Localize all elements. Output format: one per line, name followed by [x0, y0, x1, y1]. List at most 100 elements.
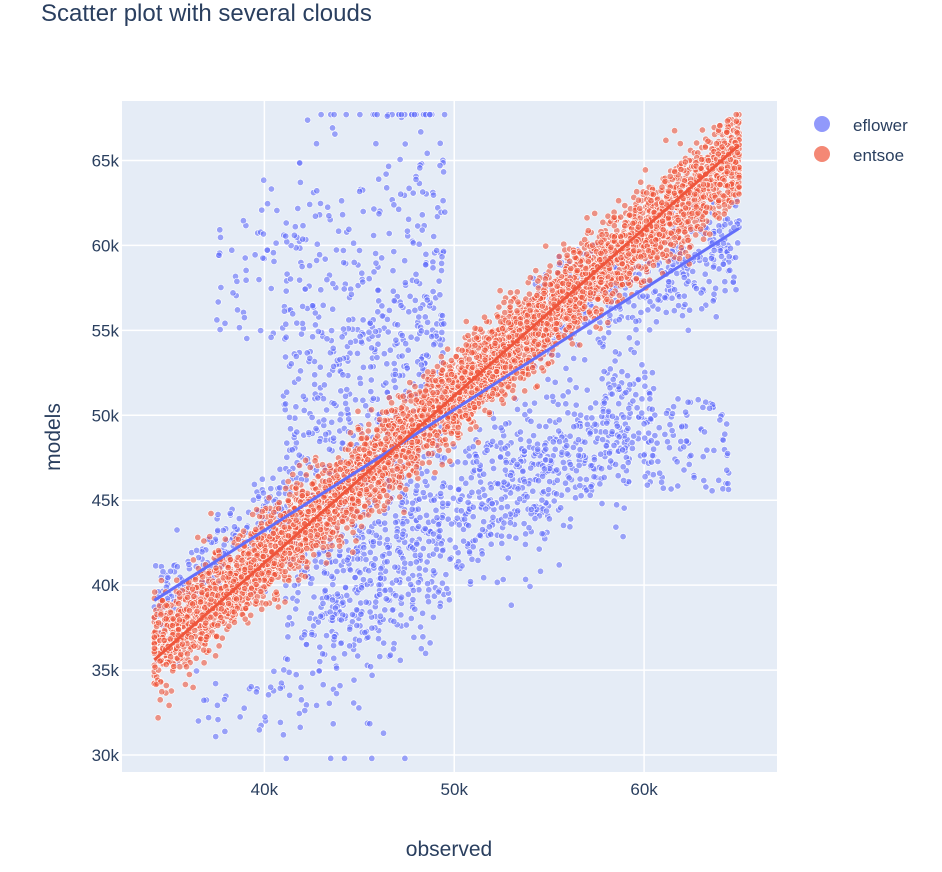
point-entsoe — [365, 420, 373, 428]
point-eflower — [440, 168, 448, 176]
point-eflower — [315, 667, 323, 675]
point-eflower — [375, 518, 383, 526]
point-eflower — [428, 333, 436, 341]
point-eflower — [620, 476, 628, 484]
point-eflower — [670, 307, 678, 315]
point-eflower — [680, 292, 688, 300]
point-eflower — [446, 483, 454, 491]
point-eflower — [500, 478, 508, 486]
point-eflower — [402, 621, 410, 629]
point-eflower — [290, 231, 298, 239]
point-eflower — [587, 462, 595, 470]
point-eflower — [439, 197, 447, 205]
point-eflower — [213, 701, 221, 709]
point-eflower — [632, 391, 640, 399]
point-eflower — [386, 346, 394, 354]
point-eflower — [611, 348, 619, 356]
point-eflower — [564, 409, 572, 417]
point-eflower — [259, 489, 267, 497]
point-eflower — [374, 286, 382, 294]
point-eflower — [630, 348, 638, 356]
point-eflower — [338, 197, 346, 205]
point-eflower — [504, 554, 512, 562]
point-eflower — [555, 438, 563, 446]
point-eflower — [401, 140, 409, 148]
point-eflower — [640, 420, 648, 428]
point-eflower — [706, 404, 714, 412]
point-eflower — [458, 562, 466, 570]
point-eflower — [405, 308, 413, 316]
point-eflower — [316, 200, 324, 208]
point-eflower — [522, 575, 530, 583]
point-eflower — [563, 442, 571, 450]
point-eflower — [365, 528, 373, 536]
point-entsoe — [556, 259, 564, 267]
point-eflower — [255, 276, 263, 284]
point-eflower — [299, 302, 307, 310]
point-eflower — [665, 444, 673, 452]
point-eflower — [205, 714, 213, 722]
point-eflower — [651, 287, 659, 295]
point-eflower — [587, 404, 595, 412]
point-eflower — [665, 278, 673, 286]
point-eflower — [409, 499, 417, 507]
point-eflower — [575, 461, 583, 469]
point-eflower — [300, 631, 308, 639]
point-eflower — [240, 704, 248, 712]
point-entsoe — [496, 287, 504, 295]
point-eflower — [389, 267, 397, 275]
point-entsoe — [352, 537, 360, 545]
point-eflower — [438, 328, 446, 336]
point-eflower — [437, 267, 445, 275]
point-eflower — [409, 586, 417, 594]
point-eflower — [372, 531, 380, 539]
point-eflower — [591, 420, 599, 428]
point-eflower — [343, 405, 351, 413]
point-eflower — [494, 480, 502, 488]
point-eflower — [368, 671, 376, 679]
point-eflower — [341, 392, 349, 400]
point-eflower — [527, 464, 535, 472]
point-eflower — [659, 484, 667, 492]
point-eflower — [446, 536, 454, 544]
point-eflower — [514, 507, 522, 515]
point-eflower — [243, 334, 251, 342]
point-eflower — [624, 372, 632, 380]
point-eflower — [299, 235, 307, 243]
point-eflower — [429, 613, 437, 621]
point-eflower — [339, 325, 347, 333]
point-eflower — [308, 575, 316, 583]
point-eflower — [407, 333, 415, 341]
point-eflower — [709, 263, 717, 271]
point-eflower — [415, 240, 423, 248]
point-eflower — [305, 429, 313, 437]
point-eflower — [538, 530, 546, 538]
point-eflower — [523, 493, 531, 501]
point-eflower — [655, 424, 663, 432]
point-eflower — [529, 487, 537, 495]
point-eflower — [600, 473, 608, 481]
point-eflower — [438, 259, 446, 267]
point-eflower — [501, 512, 509, 520]
point-eflower — [491, 423, 499, 431]
point-eflower — [226, 509, 234, 517]
point-eflower — [368, 624, 376, 632]
point-eflower — [381, 586, 389, 594]
point-eflower — [339, 371, 347, 379]
point-eflower — [284, 621, 292, 629]
point-eflower — [322, 632, 330, 640]
point-eflower — [654, 296, 662, 304]
point-eflower — [429, 264, 437, 272]
point-eflower — [390, 376, 398, 384]
point-eflower — [361, 629, 369, 637]
point-eflower — [316, 643, 324, 651]
point-eflower — [392, 512, 400, 520]
point-eflower — [475, 488, 483, 496]
point-eflower — [507, 471, 515, 479]
point-eflower — [549, 438, 557, 446]
point-eflower — [501, 444, 509, 452]
point-eflower — [618, 368, 626, 376]
point-eflower — [422, 649, 430, 657]
point-eflower — [710, 446, 718, 454]
point-eflower — [353, 621, 361, 629]
